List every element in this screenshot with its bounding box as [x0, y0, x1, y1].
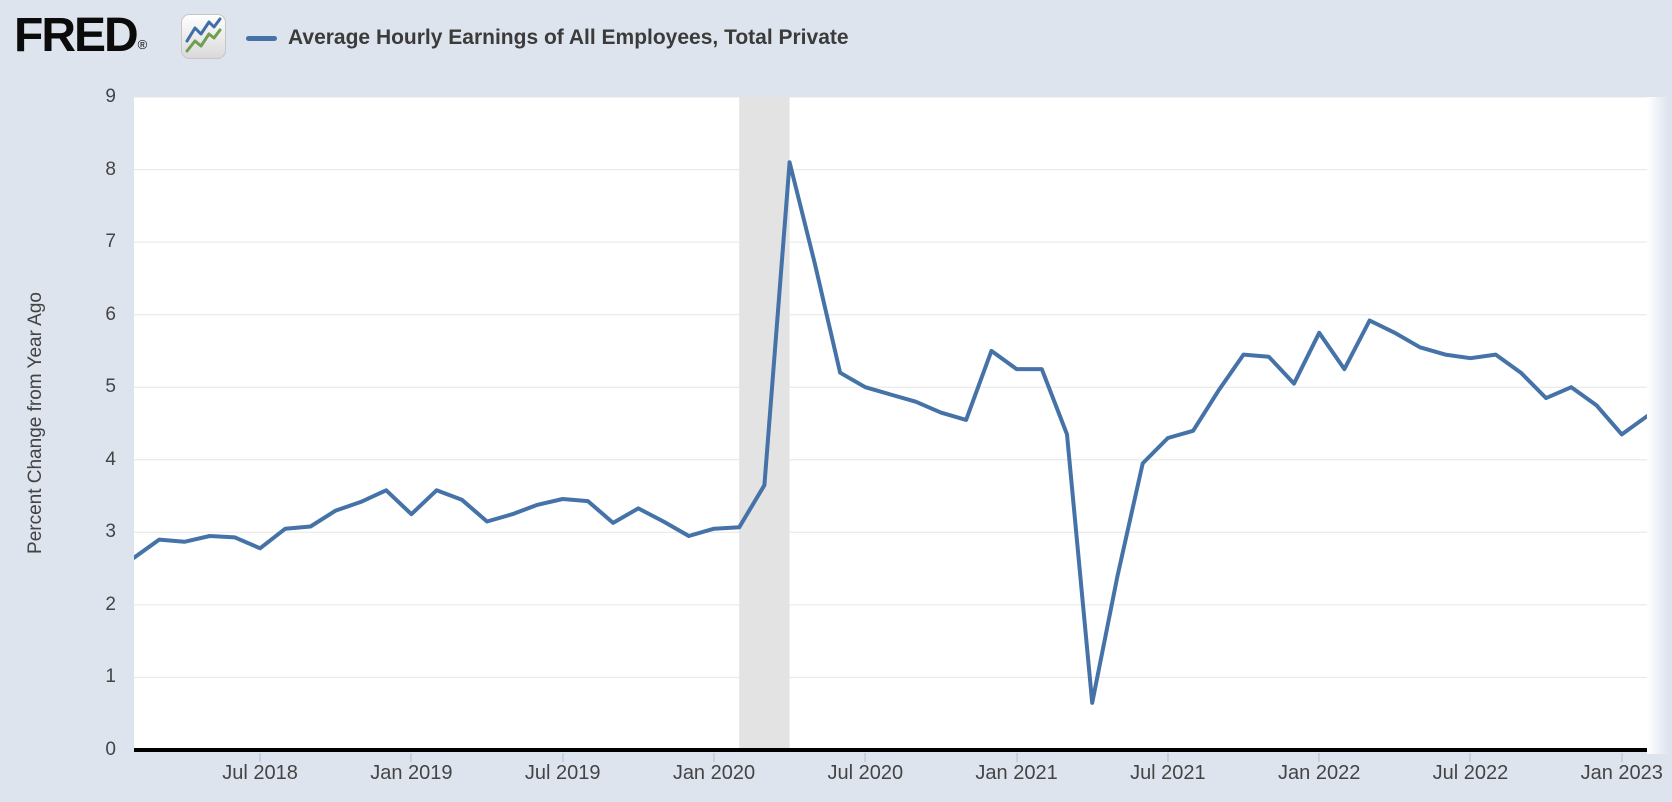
x-axis-line — [134, 748, 1647, 752]
right-edge-fade — [1647, 97, 1672, 754]
y-tick-label: 8 — [105, 158, 116, 180]
series-title: Average Hourly Earnings of All Employees… — [288, 26, 849, 49]
y-tick-label: 6 — [105, 303, 116, 325]
y-tick-label: 3 — [105, 521, 116, 543]
x-tick-mark — [1620, 753, 1623, 762]
x-tick-label: Jan 2021 — [975, 762, 1058, 784]
x-tick-label: Jan 2019 — [370, 762, 453, 784]
chart-header: FRED® Average Hourly Earnings of All Emp… — [0, 0, 1672, 80]
x-tick-label: Jan 2020 — [672, 762, 756, 784]
x-tick-mark — [1166, 753, 1169, 762]
x-tick-mark — [712, 753, 715, 762]
y-axis-title: Percent Change from Year Ago — [25, 292, 46, 554]
x-tick-mark — [259, 753, 262, 762]
y-tick-label: 4 — [105, 448, 116, 470]
y-tick-label: 2 — [105, 593, 116, 615]
y-tick-label: 7 — [105, 231, 116, 253]
series-line — [132, 160, 1649, 705]
x-tick-label: Jul 2020 — [827, 762, 904, 784]
x-tick-label: Jul 2019 — [524, 762, 601, 784]
x-tick-label: Jul 2018 — [222, 762, 298, 784]
legend-line-swatch — [246, 36, 277, 41]
x-tick-mark — [1318, 753, 1321, 762]
x-tick-mark — [1015, 753, 1018, 762]
recession-band — [739, 97, 790, 750]
fred-logo-text: FRED — [14, 9, 139, 62]
y-tick-label: 5 — [105, 376, 116, 398]
x-tick-mark — [561, 753, 564, 762]
y-tick-label: 1 — [105, 666, 116, 688]
x-tick-label: Jul 2021 — [1130, 762, 1206, 784]
x-tick-label: Jan 2023 — [1580, 762, 1663, 784]
x-tick-mark — [410, 753, 413, 762]
y-tick-label: 9 — [105, 86, 116, 107]
x-tick-label: Jul 2022 — [1432, 762, 1509, 784]
fred-logo[interactable]: FRED® — [14, 9, 148, 62]
registered-mark: ® — [137, 37, 148, 52]
fred-sparkline-icon — [181, 14, 226, 59]
x-tick-mark — [1469, 753, 1472, 762]
x-tick-label: Jan 2022 — [1278, 762, 1361, 784]
x-tick-mark — [864, 753, 867, 762]
chart-canvas — [132, 96, 1649, 750]
y-tick-label: 0 — [105, 739, 116, 760]
plot-area[interactable] — [132, 96, 1649, 750]
